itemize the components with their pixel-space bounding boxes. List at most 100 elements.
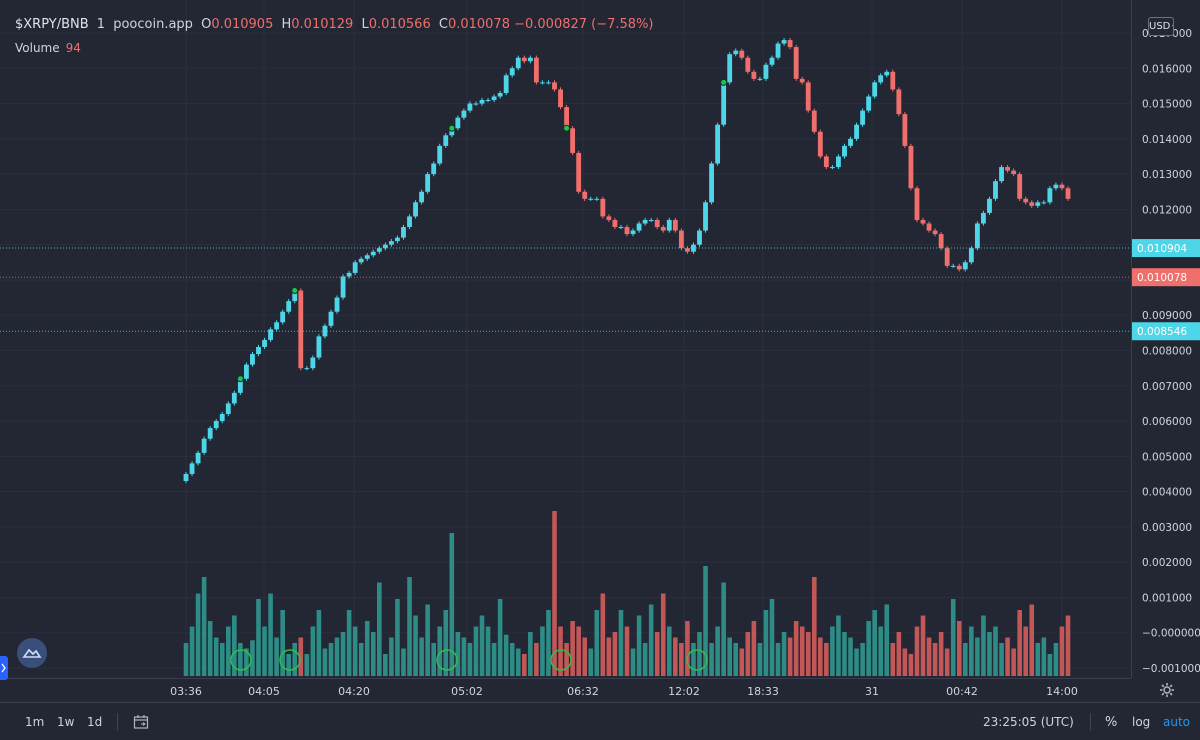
- candle: [588, 198, 594, 200]
- time-axis-svg[interactable]: 03:36 04:05 04:20 05:02 06:32 12:02 18:33 31 00:…: [0, 679, 1131, 703]
- candle: [660, 227, 666, 231]
- price-marker: [1132, 322, 1200, 341]
- range-1w-button[interactable]: 1w: [57, 715, 75, 729]
- chevron-down-icon: [1172, 24, 1173, 26]
- price-scale[interactable]: 0.0170000.0160000.0150000.0140000.013000…: [1131, 0, 1200, 678]
- volume-bar: [515, 648, 521, 676]
- candle: [407, 216, 412, 228]
- volume-bar: [830, 626, 835, 676]
- range-1m-button[interactable]: 1m: [25, 715, 45, 729]
- candle: [298, 290, 304, 369]
- candle: [533, 57, 539, 83]
- volume-bar: [1011, 648, 1016, 676]
- volume-bar: [1065, 615, 1071, 676]
- candle: [715, 124, 721, 164]
- candle: [1035, 202, 1041, 206]
- candle: [823, 156, 829, 168]
- candle: [328, 311, 334, 326]
- candle: [600, 198, 606, 217]
- candle: [552, 82, 557, 90]
- chart-logo-button[interactable]: [17, 638, 47, 668]
- time-tick-label: 05:02: [451, 685, 483, 698]
- candle: [805, 82, 811, 111]
- volume-bar: [938, 632, 944, 676]
- auto-toggle[interactable]: auto: [1163, 715, 1191, 729]
- volume-bar: [926, 637, 932, 676]
- candle: [848, 138, 853, 146]
- utc-clock[interactable]: 23:25:05 (UTC): [983, 715, 1074, 729]
- buy-badge: [550, 649, 572, 671]
- log-toggle[interactable]: log: [1132, 715, 1151, 729]
- volume-bar: [963, 643, 968, 676]
- volume-bar: [207, 621, 213, 676]
- price-tick-label: −0.001000: [1142, 663, 1200, 675]
- volume-bar: [485, 626, 491, 676]
- time-axis[interactable]: 03:36 04:05 04:20 05:02 06:32 12:02 18:33 31 00:…: [0, 678, 1131, 702]
- volume-bar: [727, 637, 732, 676]
- volume-bar: [703, 566, 708, 676]
- volume-bar: [987, 632, 992, 676]
- range-1d-button[interactable]: 1d: [87, 715, 103, 729]
- volume-bar: [522, 654, 527, 676]
- candle: [636, 223, 642, 231]
- candle: [962, 262, 968, 270]
- volume-bar: [836, 615, 841, 676]
- volume-bar: [660, 593, 666, 676]
- high-key: H: [281, 17, 292, 32]
- volume-bar: [793, 621, 799, 676]
- volume-bar: [818, 637, 823, 676]
- volume-bar: [395, 599, 400, 676]
- candle: [274, 322, 280, 330]
- candle: [292, 290, 298, 302]
- volume-bar: [256, 599, 261, 676]
- toolbar-divider: [117, 713, 118, 731]
- sidebar-toggle[interactable]: [0, 656, 8, 680]
- candle: [467, 103, 473, 111]
- volume-bar: [630, 648, 636, 676]
- volume-bar: [407, 577, 412, 676]
- candle: [521, 57, 527, 62]
- candle: [787, 40, 793, 48]
- volume-bar: [304, 654, 310, 676]
- buy-badge: [279, 649, 301, 671]
- percent-toggle[interactable]: %: [1105, 715, 1118, 730]
- chart-plot-area[interactable]: [0, 0, 1131, 678]
- price-tick-label: −0.000000: [1142, 628, 1200, 640]
- volume-bar: [733, 643, 739, 676]
- volume-bar: [902, 648, 908, 676]
- candle: [243, 364, 249, 379]
- time-tick-label: 18:33: [747, 685, 779, 698]
- currency-select[interactable]: USD: [1148, 17, 1174, 36]
- candle: [950, 265, 956, 267]
- price-scale-svg[interactable]: 0.0170000.0160000.0150000.0140000.013000…: [1132, 0, 1200, 678]
- volume-bar: [842, 632, 847, 676]
- volume-bar: [491, 643, 497, 676]
- settings-icon[interactable]: [1159, 682, 1175, 698]
- cloud-logo-icon: [22, 648, 42, 658]
- candle: [576, 152, 582, 192]
- volume-bar: [854, 648, 859, 676]
- price-tick-label: 0.008000: [1142, 346, 1192, 358]
- volume-bar: [673, 637, 678, 676]
- volume-bar: [268, 593, 273, 676]
- chart-svg[interactable]: [0, 0, 1131, 678]
- volume-bar: [751, 621, 757, 676]
- candle: [485, 100, 491, 102]
- candle: [473, 103, 479, 105]
- candle: [987, 198, 992, 213]
- volume-bar: [975, 637, 980, 676]
- volume-bar: [540, 626, 545, 676]
- volume-bar: [570, 621, 575, 676]
- price-tick-label: 0.003000: [1142, 522, 1192, 534]
- volume-bar: [666, 626, 672, 676]
- candle: [340, 276, 346, 298]
- volume-bar: [739, 648, 745, 676]
- price-marker: [1132, 239, 1200, 258]
- candle: [709, 163, 714, 203]
- volume-bar: [884, 604, 890, 676]
- volume-bar: [1041, 637, 1047, 676]
- date-range-icon[interactable]: [133, 714, 149, 730]
- candle: [878, 75, 884, 83]
- signal-dot: [720, 78, 728, 86]
- volume-bar: [775, 643, 781, 676]
